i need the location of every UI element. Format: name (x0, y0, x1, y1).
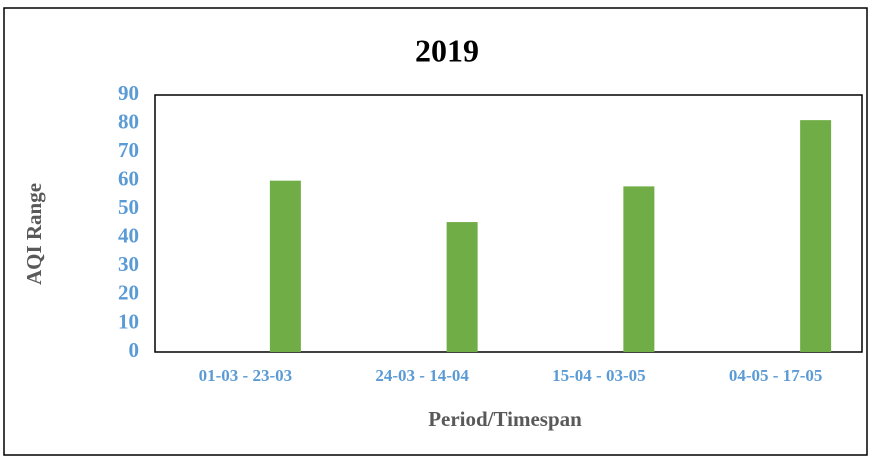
bar (269, 180, 301, 352)
bar (623, 186, 655, 352)
plot-area (154, 94, 863, 353)
x-tick-label: 04-05 - 17-05 (729, 366, 822, 385)
chart-border (3, 7, 868, 456)
y-axis-label: AQI Range (22, 183, 46, 285)
y-tick-label: 60 (118, 166, 139, 190)
y-tick-label: 90 (118, 81, 139, 105)
y-tick-label: 50 (118, 195, 139, 219)
x-tick-label: 24-03 - 14-04 (375, 366, 469, 385)
x-axis-label: Period/Timespan (428, 407, 582, 431)
y-tick-label: 20 (118, 281, 139, 305)
y-tick-label: 30 (118, 252, 139, 276)
chart-title: 2019 (415, 32, 479, 68)
y-tick-label: 80 (118, 109, 139, 133)
x-tick-label: 01-03 - 23-03 (199, 366, 292, 385)
y-tick-label: 40 (118, 224, 139, 248)
y-tick-label: 10 (118, 309, 139, 333)
bar (800, 120, 832, 352)
y-tick-label: 0 (129, 338, 140, 362)
y-tick-label: 70 (118, 138, 139, 162)
bar (446, 222, 478, 352)
x-tick-label: 15-04 - 03-05 (552, 366, 645, 385)
